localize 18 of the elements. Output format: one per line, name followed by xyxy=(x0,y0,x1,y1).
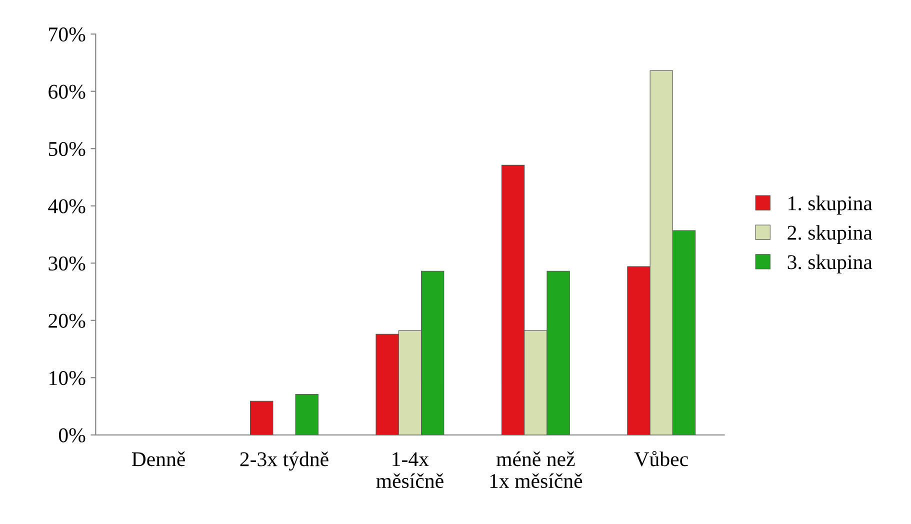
y-tick-label: 40% xyxy=(48,199,86,214)
x-tick-label: méně než 1x měsíčně xyxy=(490,452,582,488)
y-tick-label: 30% xyxy=(48,256,86,271)
y-tick-label: 20% xyxy=(48,314,86,328)
legend-label: 3. skupina xyxy=(788,254,872,274)
bar xyxy=(295,394,318,435)
legend-label: 2. skupina xyxy=(788,225,872,244)
legend-label: 1. skupina xyxy=(788,196,872,215)
x-tick-label: 2-3x týdně xyxy=(240,452,328,471)
y-tick-label: 10% xyxy=(50,371,86,386)
y-tick-label: 50% xyxy=(48,142,86,156)
bar xyxy=(250,400,274,435)
y-tick-label: 60% xyxy=(48,84,86,99)
y-tick-label: 70% xyxy=(49,27,86,42)
y-tick-label: 0% xyxy=(58,428,86,442)
x-tick-label: 1-4x měsíčně xyxy=(376,452,444,488)
x-tick-label: Denně xyxy=(132,452,185,466)
x-tick-label: Vůbec xyxy=(634,450,688,466)
